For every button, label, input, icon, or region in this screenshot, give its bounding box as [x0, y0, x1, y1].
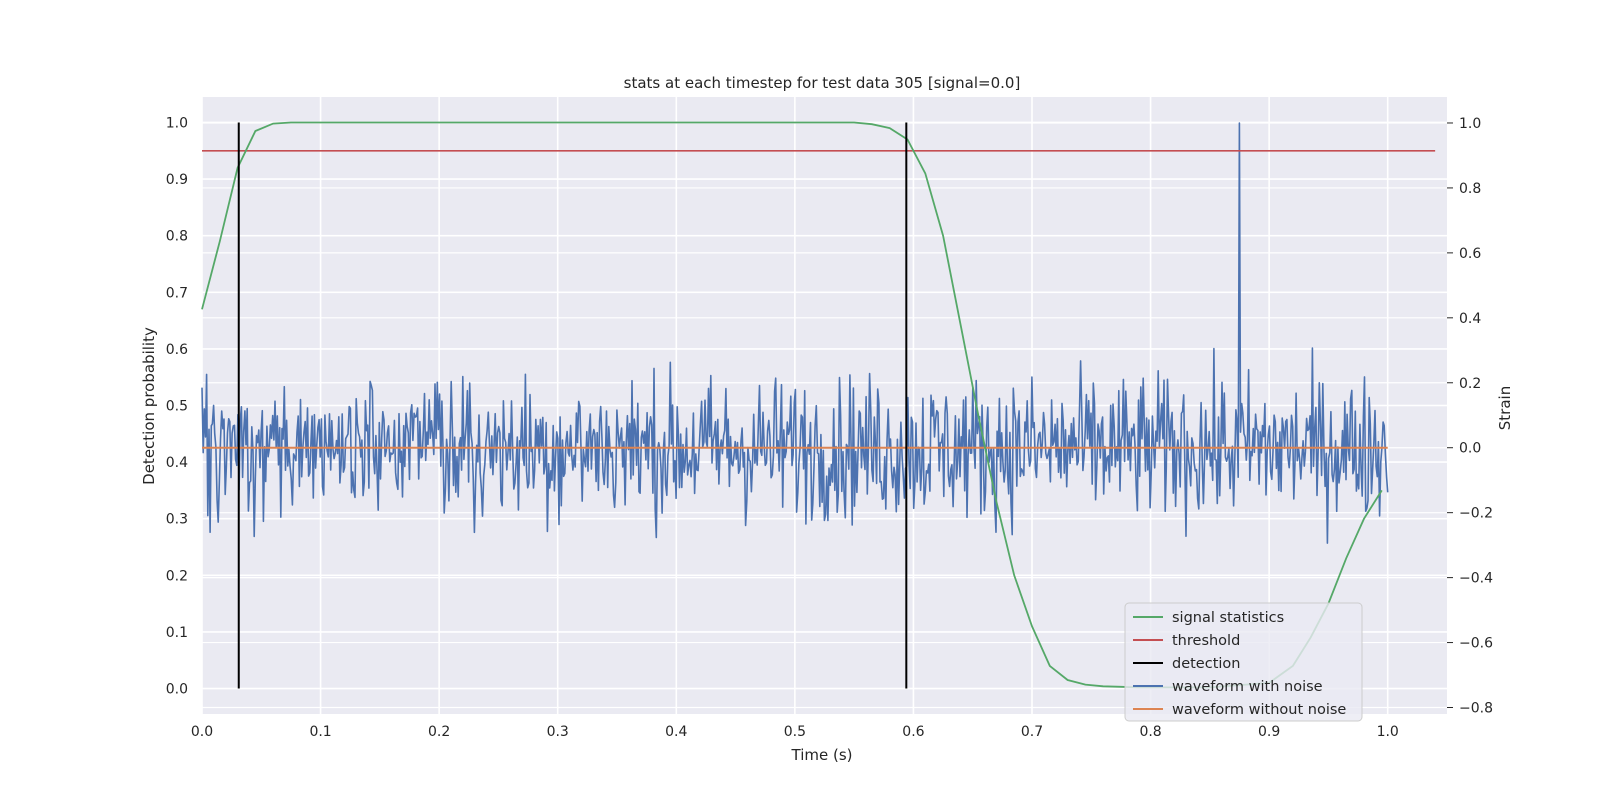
y-tick-label-right: −0.8 — [1459, 701, 1493, 717]
y-tick-label-left: 0.0 — [166, 682, 188, 698]
y-tick-label-right: 0.4 — [1459, 311, 1481, 327]
x-tick-label: 0.4 — [665, 724, 687, 740]
y-axis-label-left: Detection probability — [140, 327, 158, 485]
x-tick-label: 0.3 — [547, 724, 569, 740]
legend-label: signal statistics — [1172, 610, 1284, 626]
y-tick-label-left: 0.5 — [166, 399, 188, 415]
y-tick-label-left: 0.2 — [166, 568, 188, 584]
x-tick-label: 0.2 — [428, 724, 450, 740]
y-tick-label-left: 0.7 — [166, 285, 188, 301]
y-tick-label-left: 0.9 — [166, 172, 188, 188]
chart-title: stats at each timestep for test data 305… — [624, 74, 1021, 92]
legend-box — [1124, 602, 1363, 722]
series-waveform-with-noise — [201, 122, 1389, 544]
y-tick-label-right: 0.0 — [1459, 441, 1481, 457]
x-tick-label: 0.8 — [1139, 724, 1161, 740]
y-ticks-right: −0.8 −0.6 −0.4 −0.2 0.0 0.2 0.4 0.6 0.8 1.0 — [1447, 116, 1493, 717]
x-tick-label: 0.1 — [309, 724, 331, 740]
legend-label: waveform with noise — [1172, 679, 1323, 695]
y-tick-label-right: 0.6 — [1459, 246, 1481, 262]
y-tick-label-right: 0.8 — [1459, 181, 1481, 197]
y-tick-label-left: 0.6 — [166, 342, 188, 358]
y-tick-label-right: −0.4 — [1459, 571, 1493, 587]
legend-label: detection — [1172, 656, 1240, 672]
y-tick-label-left: 0.3 — [166, 512, 188, 528]
x-tick-label: 0.9 — [1258, 724, 1280, 740]
legend-label: threshold — [1172, 633, 1240, 649]
x-tick-label: 0.5 — [784, 724, 806, 740]
x-ticks: 0.0 0.1 0.2 0.3 0.4 0.5 0.6 0.7 0.8 0.9 1.0 — [191, 724, 1399, 740]
y-tick-label-right: −0.2 — [1459, 506, 1493, 522]
legend-label: waveform without noise — [1172, 702, 1346, 718]
legend: signal statistics threshold detection wavef… — [1124, 602, 1363, 722]
y-tick-label-left: 0.1 — [166, 625, 188, 641]
y-tick-label-left: 0.8 — [166, 229, 188, 245]
y-tick-label-left: 0.4 — [166, 455, 188, 471]
y-ticks-left: 0.0 0.1 0.2 0.3 0.4 0.5 0.6 0.7 0.8 0.9 1.0 — [166, 115, 188, 697]
x-axis-label: Time (s) — [791, 746, 853, 764]
x-tick-label: 0.0 — [191, 724, 213, 740]
x-tick-label: 0.7 — [1021, 724, 1043, 740]
y-tick-label-right: −0.6 — [1459, 636, 1493, 652]
y-tick-label-right: 0.2 — [1459, 376, 1481, 392]
y-axis-label-right: Strain — [1496, 386, 1514, 430]
x-tick-label: 0.6 — [902, 724, 924, 740]
y-tick-label-right: 1.0 — [1459, 116, 1481, 132]
y-tick-label-left: 1.0 — [166, 115, 188, 131]
x-tick-label: 1.0 — [1377, 724, 1399, 740]
